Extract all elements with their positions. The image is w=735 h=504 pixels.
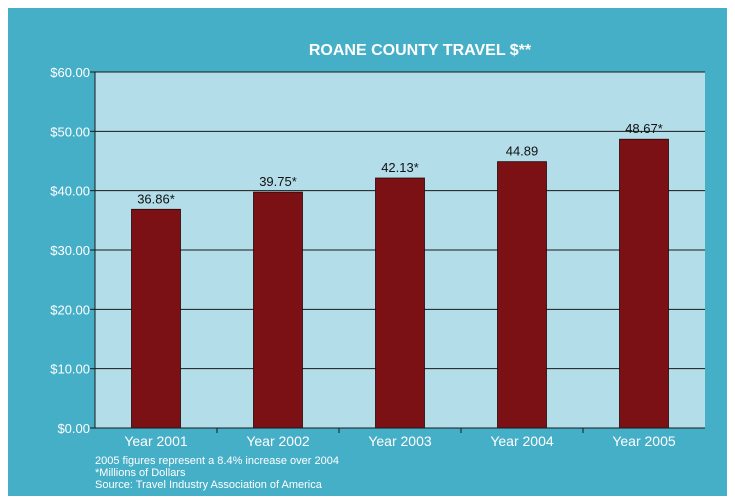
data-label: 36.86* <box>137 191 175 206</box>
data-label: 42.13* <box>381 160 419 175</box>
y-tick-label: $30.00 <box>50 243 90 258</box>
data-label: 48.67* <box>625 121 663 136</box>
x-tick-label: Year 2002 <box>246 433 310 449</box>
y-tick-label: $40.00 <box>50 184 90 199</box>
y-tick-label: $20.00 <box>50 302 90 317</box>
footnotes: 2005 figures represent a 8.4% increase o… <box>95 455 695 491</box>
chart-title: ROANE COUNTY TRAVEL $** <box>309 42 532 59</box>
footnote-source: Source: Travel Industry Association of A… <box>95 479 322 491</box>
data-label: 44.89 <box>506 144 539 159</box>
bar <box>619 138 669 429</box>
x-tick-label: Year 2004 <box>490 433 554 449</box>
bar <box>497 161 547 429</box>
y-tick-label: $10.00 <box>50 362 90 377</box>
bar <box>131 208 181 429</box>
x-tick-label: Year 2005 <box>612 433 676 449</box>
footnote-units: *Millions of Dollars <box>95 467 186 479</box>
x-tick-label: Year 2003 <box>368 433 432 449</box>
y-tick-label: $0.00 <box>57 421 90 436</box>
y-axis-ticks: $0.00 $10.00 $20.00 $30.00 $40.00 $50.00 $60.0… <box>50 65 95 436</box>
y-tick-label: $60.00 <box>50 65 90 80</box>
y-tick-label: $50.00 <box>50 124 90 139</box>
x-axis-ticks: Year 2001 Year 2002 Year 2003 Year 2004 Year… <box>124 428 676 449</box>
bars <box>131 138 669 429</box>
x-tick-label: Year 2001 <box>124 433 188 449</box>
data-label: 39.75* <box>259 174 297 189</box>
footnote-increase: 2005 figures represent a 8.4% increase o… <box>95 455 339 467</box>
bar <box>253 191 303 429</box>
bar <box>375 177 425 429</box>
data-labels: 36.86* 39.75* 42.13* 44.89 48.67* <box>137 121 663 206</box>
